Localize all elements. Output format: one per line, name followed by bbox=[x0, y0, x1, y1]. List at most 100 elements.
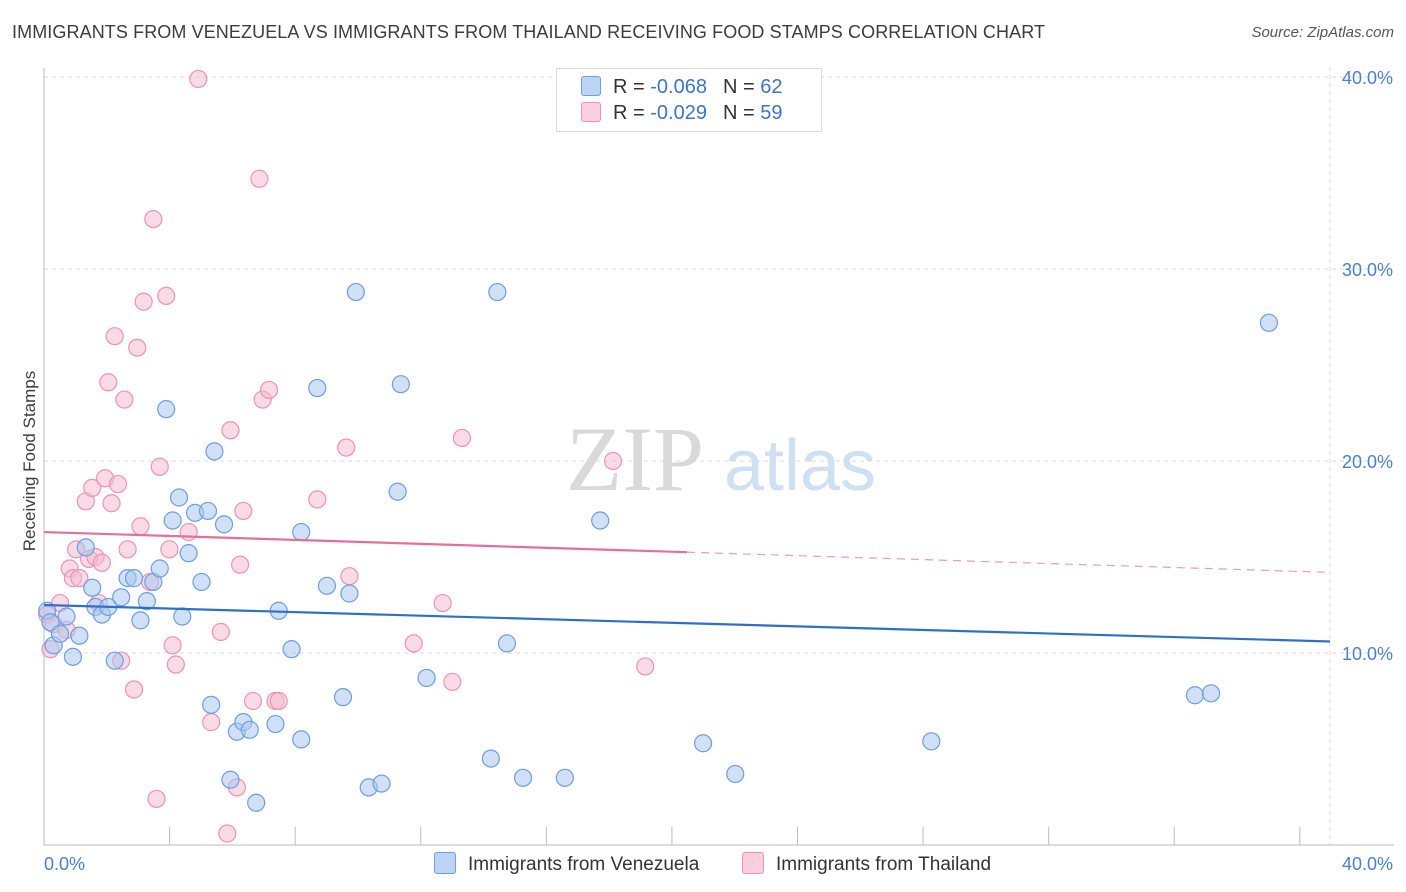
thailand-point-11 bbox=[83, 478, 102, 497]
bottom-thailand-swatch bbox=[742, 852, 764, 874]
venezuela-point-59 bbox=[922, 732, 941, 751]
venezuela-point-21 bbox=[163, 511, 182, 530]
venezuela-point-62 bbox=[1259, 313, 1279, 332]
venezuela-point-50 bbox=[417, 668, 436, 688]
thailand-point-38 bbox=[211, 622, 230, 641]
venezuela-point-52 bbox=[488, 282, 507, 302]
thailand-point-28 bbox=[144, 209, 163, 229]
thailand-point-19 bbox=[105, 327, 124, 346]
thailand-point-37 bbox=[202, 713, 221, 732]
thailand-trend-extension bbox=[686, 551, 1331, 573]
thailand-n-label: N = bbox=[722, 102, 755, 124]
thailand-point-22 bbox=[118, 540, 137, 559]
thailand-point-23 bbox=[124, 680, 144, 699]
venezuela-point-12 bbox=[105, 651, 124, 670]
venezuela-point-51 bbox=[481, 749, 500, 768]
venezuela-point-60 bbox=[1185, 686, 1205, 705]
thailand-point-36 bbox=[189, 69, 208, 89]
venezuela-point-44 bbox=[340, 584, 359, 603]
watermark: ZIP atlas bbox=[566, 408, 876, 510]
thailand-r-value: -0.029 bbox=[650, 102, 707, 124]
thailand-point-24 bbox=[128, 338, 147, 357]
thailand-point-17 bbox=[102, 494, 121, 513]
thailand-point-58 bbox=[636, 657, 655, 676]
thailand-point-44 bbox=[243, 691, 263, 711]
venezuela-point-41 bbox=[308, 378, 327, 398]
venezuela-point-45 bbox=[346, 282, 365, 302]
venezuela-point-43 bbox=[333, 688, 353, 707]
venezuela-point-7 bbox=[76, 538, 95, 557]
venezuela-point-36 bbox=[266, 714, 285, 734]
venezuela-point-42 bbox=[317, 576, 337, 595]
venezuela-point-8 bbox=[83, 578, 102, 597]
bottom-thailand-label: Immigrants from Thailand bbox=[776, 854, 992, 875]
venezuela-point-23 bbox=[173, 607, 192, 626]
venezuela-point-15 bbox=[124, 569, 144, 588]
thailand-r-label: R = bbox=[613, 102, 645, 124]
thailand-point-51 bbox=[337, 438, 356, 457]
venezuela-point-27 bbox=[198, 501, 218, 521]
thailand-point-49 bbox=[269, 691, 288, 711]
venezuela-point-13 bbox=[112, 588, 131, 607]
bottom-legend-venezuela: Immigrants from Venezuela bbox=[434, 852, 699, 876]
thailand-point-34 bbox=[166, 655, 185, 674]
venezuela-point-3 bbox=[50, 624, 70, 643]
venezuela-point-49 bbox=[391, 375, 410, 394]
thailand-point-53 bbox=[404, 634, 423, 653]
thailand-point-21 bbox=[115, 390, 134, 409]
venezuela-point-38 bbox=[282, 640, 301, 659]
venezuela-point-61 bbox=[1201, 684, 1221, 703]
venezuela-point-19 bbox=[150, 559, 169, 578]
venezuela-points bbox=[38, 282, 1279, 812]
venezuela-point-22 bbox=[169, 488, 189, 507]
thailand-point-8 bbox=[70, 569, 89, 588]
venezuela-n-value: 62 bbox=[760, 76, 783, 98]
trend-lines bbox=[43, 530, 1331, 643]
venezuela-r-value: -0.068 bbox=[650, 76, 707, 98]
watermark-zip: ZIP bbox=[566, 408, 704, 510]
thailand-point-16 bbox=[99, 373, 118, 392]
bottom-venezuela-swatch bbox=[434, 852, 456, 874]
venezuela-point-6 bbox=[70, 626, 89, 645]
venezuela-point-48 bbox=[388, 482, 407, 501]
thailand-point-14 bbox=[92, 553, 111, 572]
thailand-point-52 bbox=[340, 567, 359, 586]
venezuela-point-53 bbox=[497, 634, 517, 653]
venezuela-point-55 bbox=[555, 768, 574, 787]
thailand-point-32 bbox=[160, 540, 179, 559]
thailand-point-55 bbox=[443, 672, 462, 691]
venezuela-n-label: N = bbox=[722, 76, 755, 98]
thailand-point-30 bbox=[150, 457, 169, 476]
venezuela-point-47 bbox=[372, 774, 391, 793]
thailand-point-47 bbox=[259, 380, 279, 400]
venezuela-point-56 bbox=[591, 511, 610, 530]
legend-row-venezuela: R = -0.068 N = 62 bbox=[581, 76, 782, 100]
thailand-point-18 bbox=[108, 474, 128, 494]
venezuela-point-28 bbox=[205, 442, 224, 461]
tick-labels: 10.0% 20.0% 30.0% 40.0% 0.0% 40.0% bbox=[44, 68, 1393, 874]
venezuela-point-31 bbox=[221, 770, 240, 789]
venezuela-point-5 bbox=[63, 647, 83, 666]
thailand-points bbox=[38, 69, 655, 843]
venezuela-point-26 bbox=[192, 572, 211, 592]
thailand-point-26 bbox=[134, 292, 153, 311]
thailand-point-25 bbox=[131, 517, 150, 536]
venezuela-point-39 bbox=[292, 522, 311, 542]
venezuela-swatch bbox=[581, 76, 601, 96]
thailand-point-50 bbox=[308, 490, 327, 509]
thailand-point-43 bbox=[234, 501, 253, 521]
y-tick-label-0: 10.0% bbox=[1342, 644, 1393, 664]
source-credit: Source: ZipAtlas.com bbox=[1251, 24, 1394, 41]
bottom-legend-thailand: Immigrants from Thailand bbox=[742, 852, 991, 876]
venezuela-point-29 bbox=[214, 515, 234, 534]
thailand-point-45 bbox=[250, 169, 269, 188]
thailand-point-40 bbox=[218, 824, 237, 843]
thailand-point-29 bbox=[147, 789, 166, 809]
venezuela-point-30 bbox=[202, 695, 221, 714]
y-tick-label-1: 20.0% bbox=[1342, 452, 1393, 472]
x-tick-label-0: 0.0% bbox=[44, 854, 85, 874]
thailand-point-42 bbox=[231, 555, 250, 574]
y-tick-label-3: 40.0% bbox=[1342, 68, 1393, 88]
venezuela-point-17 bbox=[137, 592, 156, 611]
y-axis-title: Receiving Food Stamps bbox=[20, 371, 39, 551]
